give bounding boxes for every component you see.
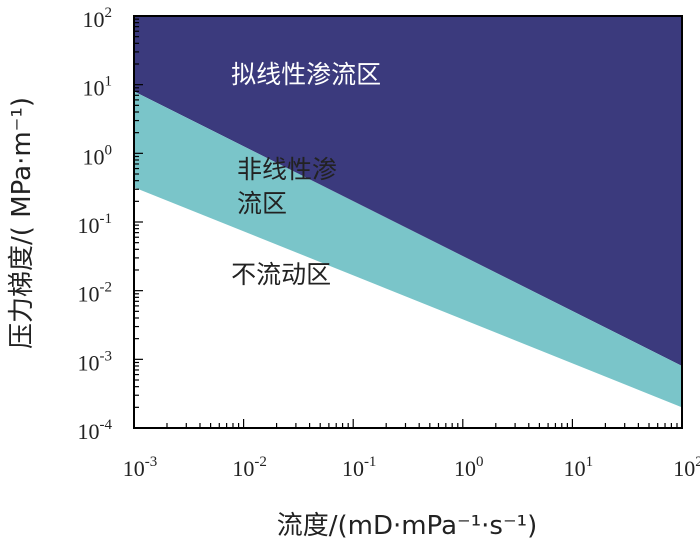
x-tick-label: 100 — [454, 454, 484, 481]
y-tick-label: 10-1 — [78, 211, 113, 238]
x-tick-label: 10-3 — [123, 454, 158, 481]
x-tick-label: 10-1 — [342, 454, 377, 481]
region-label: 非线性渗 — [237, 155, 337, 184]
y-axis-title: 压力梯度/( MPa·m⁻¹) — [7, 97, 37, 349]
x-tick-label: 10-2 — [232, 454, 267, 481]
y-tick-label: 100 — [83, 142, 113, 169]
regions-layer — [134, 16, 682, 428]
region-quasi-linear-flow — [134, 16, 682, 366]
region-nonlinear-flow — [134, 91, 682, 408]
x-tick-label: 101 — [564, 454, 594, 481]
ticks-layer — [133, 15, 683, 429]
y-tick-label: 10-4 — [78, 417, 113, 444]
tick-labels-layer: 10-3 10-2 10-1 100 101 102 10-4 10-3 10-2 10-1 100… — [78, 5, 700, 481]
region-label: 拟线性渗流区 — [231, 60, 381, 89]
y-tick-label: 101 — [83, 74, 113, 101]
y-tick-label: 10-3 — [78, 348, 113, 375]
y-tick-label: 102 — [83, 5, 113, 32]
x-axis-title: 流度/(mD·mPa⁻¹·s⁻¹) — [277, 511, 538, 541]
y-tick-label: 10-2 — [78, 280, 113, 307]
region-label: 不流动区 — [231, 260, 331, 289]
x-tick-label: 102 — [673, 454, 700, 481]
region-label: 流区 — [237, 189, 287, 218]
